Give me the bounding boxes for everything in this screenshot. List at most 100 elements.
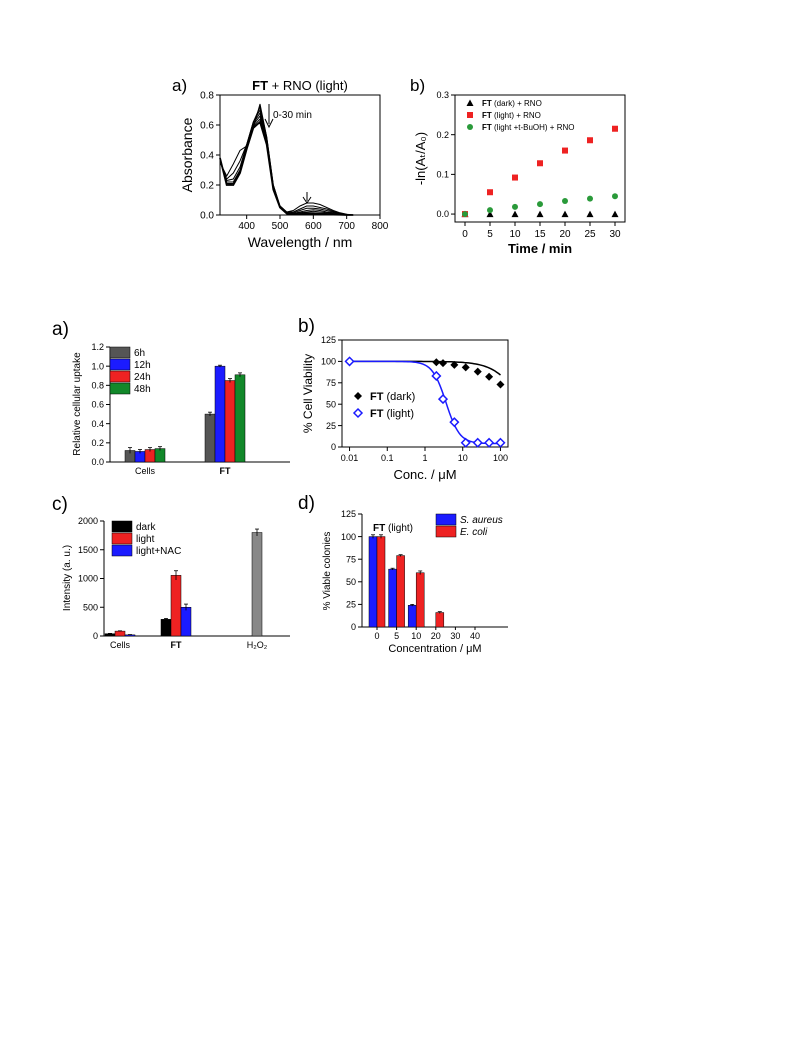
bar [180,607,192,637]
y-tick-label: 25 [326,421,336,431]
legend-marker [352,407,364,419]
bar [204,413,216,463]
legend-entry: FT (dark) [370,391,415,403]
x-tick-label: 25 [584,229,596,240]
y-tick-label: 100 [341,532,356,542]
x-category-label: Cells [110,640,131,650]
bar [224,380,236,463]
y-tick-label: 0 [351,622,356,632]
y-axis-label: Relative cellular uptake [72,352,83,456]
x-category-label: H₂O₂ [247,640,268,650]
y-tick-label: 0.8 [91,380,104,390]
data-point [496,380,505,389]
legend-marker [467,112,473,118]
panel-label: a) [52,319,69,340]
annotation-label: 0-30 min [273,110,312,121]
x-category-label: 0 [374,631,379,641]
legend-entry: FT (light) [370,408,414,420]
data-point [449,417,460,428]
data-point [432,358,441,367]
legend-entry: E. coli [460,527,488,538]
y-tick-label: 0.4 [91,419,104,429]
bar [170,575,182,637]
legend-swatch [111,520,133,533]
panel-label: d) [298,493,315,514]
bar [160,619,172,637]
y-tick-label: 1.0 [91,361,104,371]
legend-swatch [435,513,457,526]
x-tick-label: 100 [493,453,508,463]
data-point [462,211,468,218]
data-point [460,437,471,448]
data-point [586,210,594,218]
x-tick-label: 1 [422,453,427,463]
data-point [472,437,483,448]
data-point [537,160,543,167]
x-category-label: FT [171,640,182,650]
bar [388,568,397,628]
x-category-label: 30 [450,631,460,641]
y-tick-label: 1000 [78,574,98,584]
legend-entry: dark [136,522,156,533]
y-tick-label: 0 [93,631,98,641]
legend-entry: 12h [134,360,151,371]
data-point [611,210,619,218]
y-tick-label: 0.8 [200,91,214,102]
legend-swatch [109,370,131,383]
y-tick-label: 125 [321,335,336,345]
y-tick-label: 100 [321,357,336,367]
data-point [587,195,593,202]
x-tick-label: 400 [238,221,255,232]
legend-swatch [109,382,131,395]
y-tick-label: 75 [346,554,356,564]
x-category-label: FT [220,466,231,476]
legend-swatch [111,544,133,557]
legend-entry: 24h [134,372,151,383]
x-tick-label: 20 [559,229,571,240]
legend-entry: 48h [134,384,151,395]
data-point [612,125,618,132]
x-category-label: 20 [431,631,441,641]
data-point [473,367,482,376]
chart-title: FT (light) [373,523,413,534]
y-tick-label: 0.2 [436,130,449,140]
legend-swatch [111,532,133,545]
x-axis-label: Wavelength / nm [248,234,353,250]
y-tick-label: 0.1 [436,170,449,180]
y-axis-label: % Cell Viability [301,354,315,433]
bar [114,630,126,637]
y-tick-label: 2000 [78,516,98,526]
down-arrow-minor-head [302,196,312,204]
x-category-label: 10 [411,631,421,641]
data-point [439,359,448,368]
y-tick-label: 0.2 [91,438,104,448]
data-point [512,203,518,210]
bar [368,536,378,628]
y-tick-label: 1.2 [91,342,104,352]
legend-marker [354,392,362,400]
bar [415,572,425,628]
y-tick-label: 25 [346,600,356,610]
y-axis-label: % Viable colonies [322,532,333,611]
y-tick-label: 75 [326,378,336,388]
y-axis-label: -ln(Aₜ/A₀) [413,132,428,185]
y-tick-label: 0.6 [91,400,104,410]
y-tick-label: 0.0 [91,457,104,467]
bar [104,633,116,637]
y-tick-label: 0.4 [200,151,214,162]
legend-entry: FT (dark) + RNO [482,99,542,108]
data-point [344,356,355,367]
x-category-label: Cells [135,466,156,476]
chart-title: FT + RNO (light) [252,78,348,93]
x-tick-label: 800 [372,221,389,232]
y-tick-label: 500 [83,602,98,612]
data-point [484,437,495,448]
x-tick-label: 0.1 [381,453,394,463]
x-tick-label: 0 [462,229,468,240]
y-axis-label: Intensity (a. u.) [62,545,73,611]
data-point [450,360,459,369]
y-tick-label: 50 [346,577,356,587]
y-axis-label: Absorbance [179,117,195,192]
